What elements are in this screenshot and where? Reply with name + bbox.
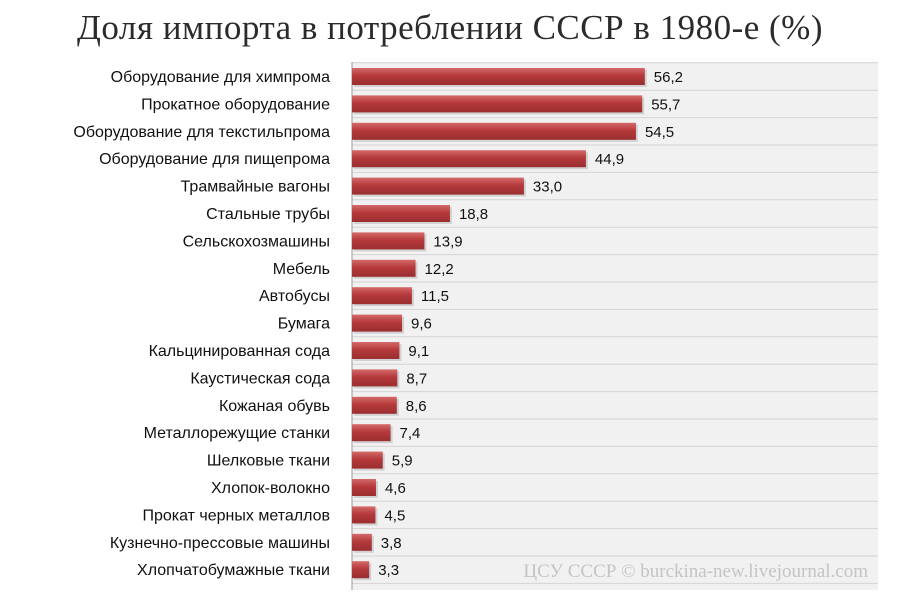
category-label: Металлорежущие станки: [144, 425, 330, 442]
value-label: 8,7: [406, 370, 427, 387]
value-label: 5,9: [392, 453, 413, 470]
bars-group: [352, 68, 647, 581]
category-label: Оборудование для текстильпрома: [73, 124, 330, 141]
bar: [352, 451, 383, 469]
bar: [352, 369, 398, 387]
value-label: 8,6: [406, 398, 427, 415]
category-label: Шелковые ткани: [207, 453, 330, 470]
category-label: Прокат черных металлов: [142, 507, 330, 524]
category-label: Кузнечно-прессовые машины: [110, 535, 330, 552]
value-label: 4,5: [384, 507, 405, 524]
category-label: Трамвайные вагоны: [181, 179, 330, 196]
bar: [352, 232, 425, 250]
value-label: 3,8: [381, 535, 402, 552]
value-label: 11,5: [421, 288, 449, 305]
bar: [352, 396, 397, 414]
plot-background: [352, 62, 878, 590]
bar: [352, 150, 586, 168]
source-credit: ЦСУ СССР © burckina-new.livejournal.com: [523, 561, 868, 582]
chart-title: Доля импорта в потреблении СССР в 1980-е…: [77, 8, 823, 47]
value-label: 33,0: [533, 179, 562, 196]
category-label: Оборудование для пищепрома: [99, 151, 330, 168]
bar: [352, 122, 636, 140]
value-label: 4,6: [385, 480, 406, 497]
category-label: Оборудование для химпрома: [111, 69, 330, 86]
value-label: 3,3: [378, 562, 399, 579]
category-labels: Оборудование для химпрома Прокатное обору…: [73, 69, 330, 579]
bar: [352, 479, 376, 496]
bar: [352, 342, 400, 359]
value-label: 13,9: [433, 233, 462, 250]
bar: [352, 287, 412, 305]
category-label: Хлопок-волокно: [211, 480, 330, 497]
bar: [352, 533, 372, 551]
value-label: 55,7: [651, 96, 680, 113]
value-label: 18,8: [459, 206, 488, 223]
value-label: 44,9: [595, 151, 624, 168]
value-label: 54,5: [645, 124, 674, 141]
bar: [352, 177, 524, 195]
category-label: Хлопчатобумажные ткани: [137, 562, 330, 579]
category-label: Сельскохозмашины: [183, 233, 330, 250]
bar: [352, 95, 643, 113]
category-label: Кожаная обувь: [219, 398, 330, 415]
category-label: Мебель: [273, 261, 330, 278]
value-label: 9,1: [408, 343, 429, 360]
plot-area: [351, 62, 878, 590]
value-label: 7,4: [400, 425, 421, 442]
bar: [352, 259, 416, 277]
value-label: 9,6: [411, 316, 432, 333]
bar: [352, 205, 450, 222]
value-label: 56,2: [654, 69, 683, 86]
value-labels: 56,2 55,7 54,5 44,9 33,0 18,8 13,9 12,2 11,5 9,6 9…: [378, 69, 683, 579]
category-label: Бумага: [278, 316, 330, 333]
value-label: 12,2: [425, 261, 454, 278]
category-label: Каустическая сода: [190, 370, 330, 387]
bar: [352, 68, 645, 85]
bar: [352, 561, 370, 579]
category-label: Прокатное оборудование: [141, 96, 330, 113]
category-label: Кальцинированная сода: [149, 343, 331, 360]
bar: [352, 506, 376, 524]
bar: [352, 424, 391, 442]
category-label: Стальные трубы: [206, 206, 330, 223]
bar: [352, 314, 403, 332]
category-label: Автобусы: [259, 288, 330, 305]
